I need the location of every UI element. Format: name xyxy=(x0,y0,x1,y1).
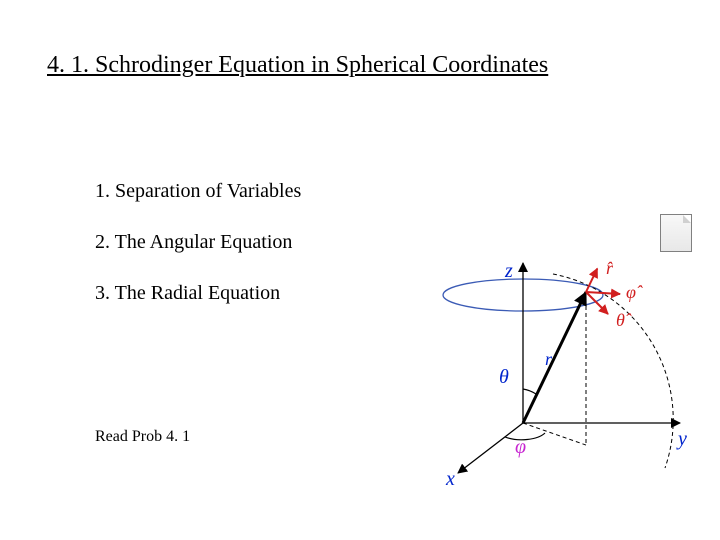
svg-text:y: y xyxy=(676,428,687,450)
svg-text:φ: φ xyxy=(515,436,526,458)
topic-list: 1. Separation of Variables 2. The Angula… xyxy=(95,180,301,333)
svg-text:r̂: r̂ xyxy=(606,258,614,278)
list-item: 1. Separation of Variables xyxy=(95,180,301,203)
page-icon xyxy=(660,214,692,252)
list-item: 3. The Radial Equation xyxy=(95,282,301,305)
svg-text:φ̂: φ̂ xyxy=(626,282,643,302)
spherical-coordinates-diagram: z y x r θ φ r̂ φ̂ θ̂ xyxy=(428,255,693,490)
footnote: Read Prob 4. 1 xyxy=(95,428,190,446)
svg-text:θ̂: θ̂ xyxy=(616,310,632,330)
svg-text:x: x xyxy=(445,468,455,490)
section-title: 4. 1. Schrodinger Equation in Spherical … xyxy=(47,52,548,79)
svg-text:z: z xyxy=(504,260,513,282)
svg-text:r: r xyxy=(545,349,553,369)
svg-text:θ: θ xyxy=(499,366,509,388)
list-item: 2. The Angular Equation xyxy=(95,231,301,254)
